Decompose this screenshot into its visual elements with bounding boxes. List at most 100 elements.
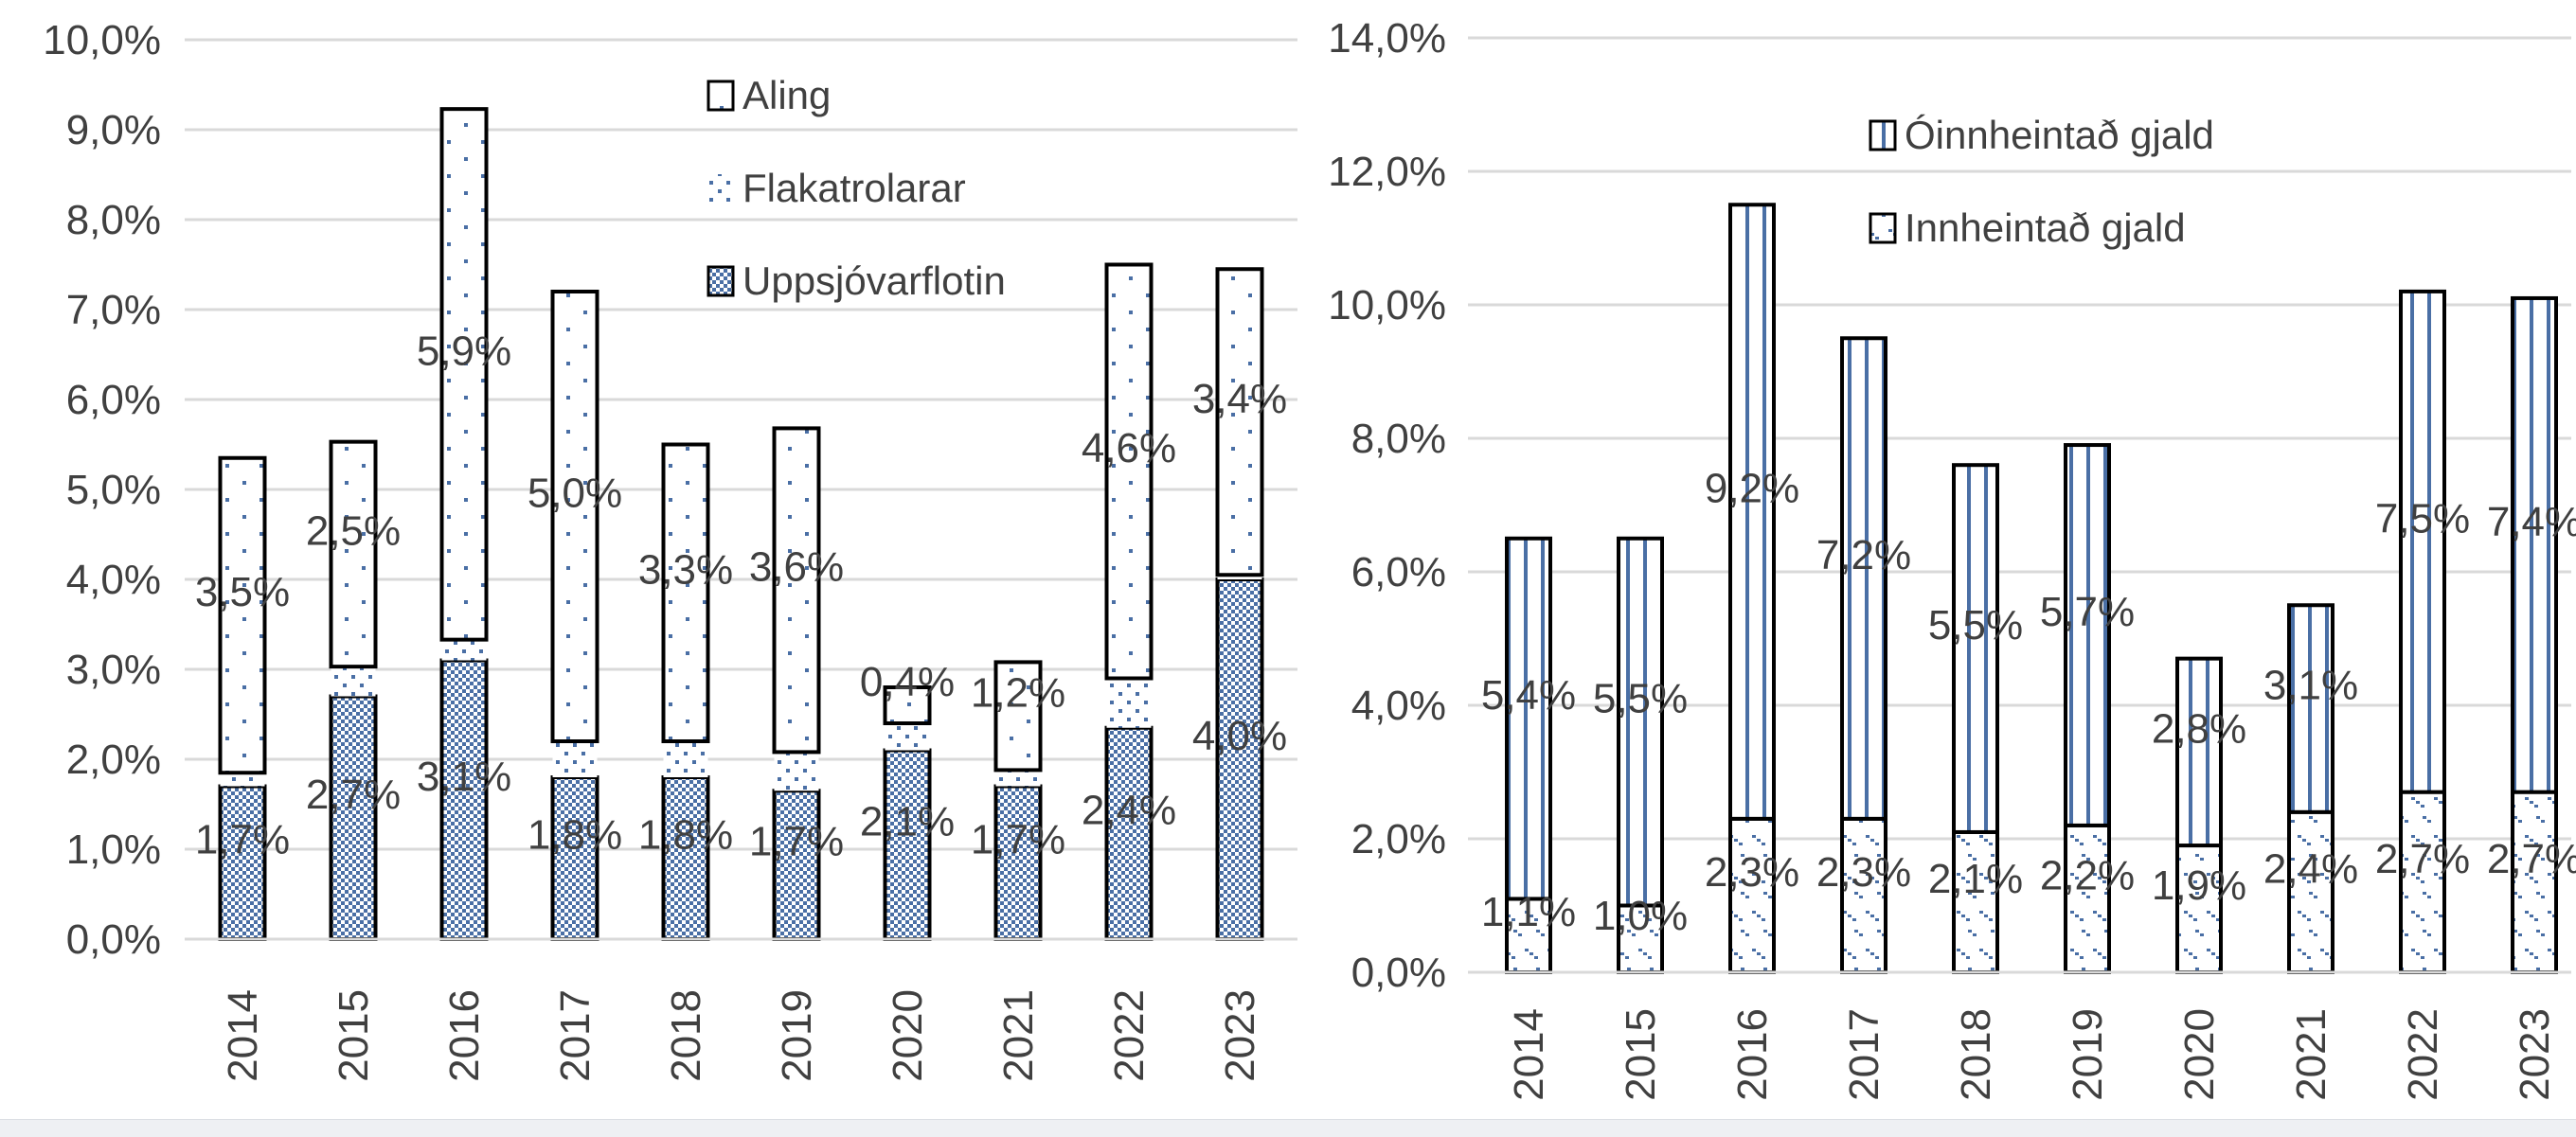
bar-uppsj-varflotin-2020 [883,748,932,941]
x-tick-label: 2022 [1106,989,1153,1082]
legend-label: Óinnheintað gjald [1905,113,2214,157]
left-chart: 0,0% 1,0% 2,0% 3,0% 4,0% 5,0% 6,0% 7,0% 8,0% 9,0%… [43,17,1297,1082]
legend-label: Aling [742,73,831,117]
y-tick-label: 2,0% [66,737,161,783]
x-tick-label: 2021 [2288,1008,2334,1101]
legend-item: Óinnheintað gjald [1869,113,2214,157]
bar-flakatrolarar-2023 [1217,575,1262,579]
data-label: 9,2% [1705,466,1799,512]
bar-flakatrolarar-2021 [995,770,1041,787]
bar-uppsj-varflotin-2016 [439,658,489,941]
data-label: 2,3% [1705,849,1799,896]
bar-aling-2014 [218,455,267,775]
bar-aling-2020 [883,685,932,725]
x-tick-label: 2021 [995,989,1042,1082]
bar-innheinta-gjald-2019 [2064,823,2111,975]
legend-swatch [707,265,735,297]
bar-flakatrolarar-2020 [885,723,930,751]
x-tick-label: 2014 [1506,1008,1552,1101]
y-tick-label: 8,0% [1351,416,1446,462]
bar-uppsj-varflotin-2021 [993,784,1043,941]
y-tick-label: 7,0% [66,287,161,333]
legend-item: Aling [707,73,831,117]
bar--innheinta-gjald-2022 [2399,289,2446,794]
data-label: 4,0% [1192,713,1287,759]
y-tick-label: 10,0% [43,17,161,63]
data-label: 2,1% [860,798,955,844]
data-label: 3,3% [638,546,733,593]
data-label: 2,4% [2263,845,2358,892]
legend-item: Flakatrolarar [708,166,966,210]
y-tick-label: 9,0% [66,107,161,153]
right-chart: 0,0% 2,0% 4,0% 6,0% 8,0% 10,0% 12,0% 14,0% 1,1% 1… [1328,15,2576,1101]
data-label: 2,2% [2040,852,2135,898]
y-tick-label: 5,0% [66,467,161,513]
bar-aling-2018 [661,442,710,743]
bar-flakatrolarar-2017 [552,741,598,777]
data-label: 2,7% [306,772,401,818]
data-label: 5,5% [1928,602,2023,648]
data-label: 1,0% [1593,893,1688,939]
x-tick-label: 2019 [774,989,820,1082]
data-label: 2,4% [1082,787,1176,833]
bar-uppsj-varflotin-2018 [661,775,710,941]
data-label: 4,6% [1082,425,1176,471]
data-label: 5,4% [1481,672,1576,719]
bar-flakatrolarar-2019 [774,752,819,791]
bar-aling-2019 [772,426,821,755]
data-label: 7,4% [2487,499,2576,545]
data-label: 5,5% [1593,676,1688,722]
y-tick-label: 10,0% [1328,282,1446,329]
data-label: 3,6% [749,543,844,590]
bar-innheinta-gjald-2022 [2399,790,2446,975]
data-label: 0,4% [860,659,955,705]
data-label: 5,9% [417,328,511,374]
y-tick-label: 2,0% [1351,816,1446,862]
bar--innheinta-gjald-2014 [1505,536,1552,901]
bar-uppsj-varflotin-2014 [218,784,267,941]
bar--innheinta-gjald-2018 [1952,463,1999,834]
data-label: 1,1% [1481,889,1576,935]
y-tick-label: 8,0% [66,197,161,243]
data-label: 3,5% [195,569,290,615]
legend-swatch [708,174,733,203]
bar-aling-2022 [1104,262,1154,681]
bar--innheinta-gjald-2015 [1617,536,1664,908]
legend-swatch [1869,212,1897,244]
data-label: 3,1% [417,754,511,800]
x-tick-label: 2016 [441,989,488,1082]
data-label: 3,4% [1192,376,1287,422]
y-tick-label: 0,0% [66,916,161,963]
y-tick-label: 1,0% [66,826,161,873]
data-label: 3,1% [2263,663,2358,709]
bar-innheinta-gjald-2016 [1728,816,1776,974]
bar-flakatrolarar-2016 [441,639,487,661]
data-label: 1,8% [638,812,733,859]
y-tick-label: 4,0% [1351,683,1446,729]
data-label: 2,7% [2487,836,2576,882]
bar-innheinta-gjald-2023 [2511,790,2558,975]
x-tick-label: 2016 [1729,1008,1776,1101]
x-tick-label: 2015 [1618,1008,1664,1101]
legend-swatch [707,80,735,112]
y-tick-label: 4,0% [66,557,161,603]
x-tick-label: 2023 [2512,1008,2558,1101]
bar--innheinta-gjald-2017 [1840,336,1887,821]
bar-flakatrolarar-2018 [663,741,708,777]
x-tick-label: 2018 [1953,1008,1999,1101]
y-tick-label: 6,0% [1351,549,1446,595]
data-label: 1,8% [528,812,622,859]
y-tick-label: 12,0% [1328,149,1446,195]
data-label: 1,7% [749,819,844,865]
legend-label: Flakatrolarar [742,166,966,210]
legend-label: Uppsjóvarflotin [742,258,1006,303]
bottom-strip [0,1119,2576,1137]
data-label: 7,2% [1816,532,1911,578]
x-tick-label: 2019 [2065,1008,2111,1101]
data-label: 1,7% [971,816,1065,862]
data-label: 1,2% [971,669,1065,716]
data-label: 7,5% [2375,495,2470,542]
bar-uppsj-varflotin-2017 [550,775,599,941]
data-label: 2,3% [1816,849,1911,896]
x-tick-label: 2020 [885,989,931,1082]
